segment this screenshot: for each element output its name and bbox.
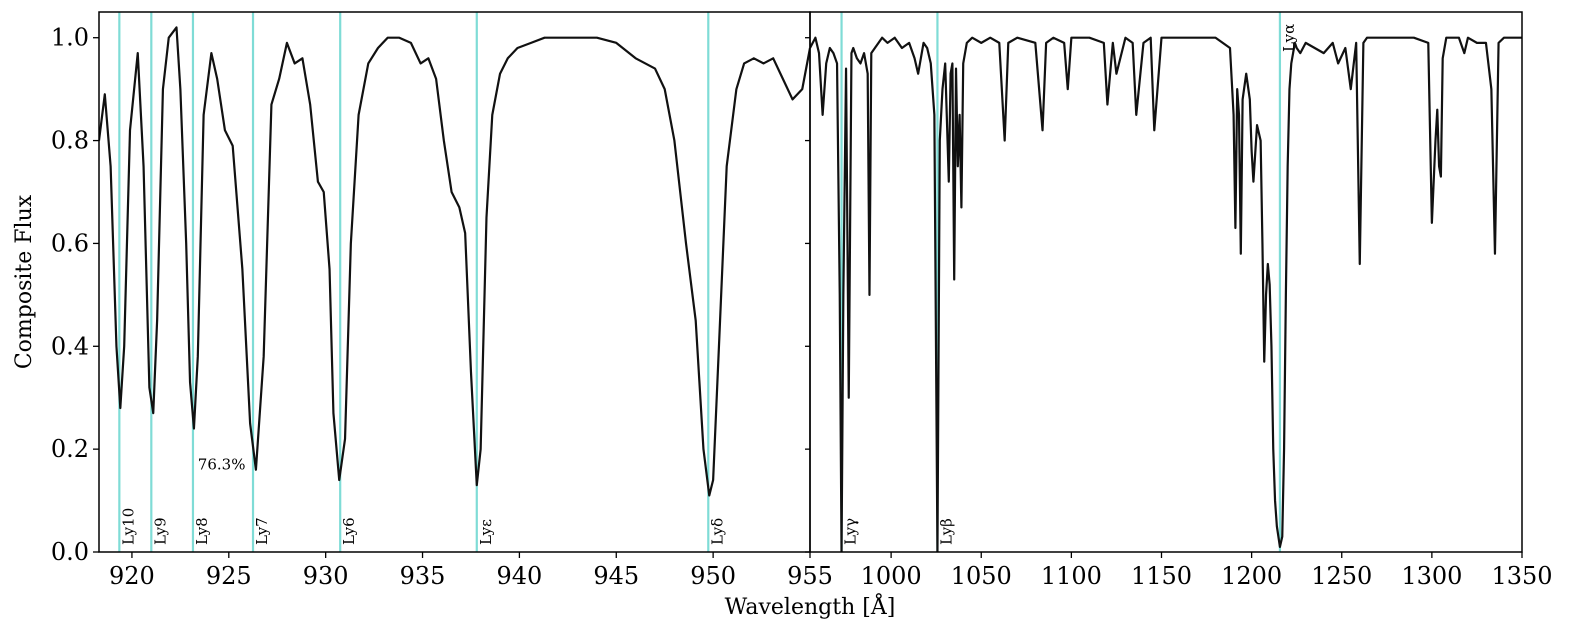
right-xtick-label-2: 1050 [951,562,1012,590]
left-xtick-label-4: 940 [496,562,542,590]
right-xtick-label-6: 1250 [1311,562,1372,590]
annotation-percent: 76.3% [198,456,246,474]
left-spectrum-line-0 [99,26,810,497]
y-axis-label: Composite Flux [12,194,37,369]
right-spectrum-line-0 [810,36,1522,552]
right-xtick-label-4: 1150 [1131,562,1192,590]
left-xtick-label-2: 930 [303,562,349,590]
left-marker-label-2: Ly8 [193,517,211,545]
right-marker-label-1: Lyβ [937,518,955,545]
ytick-label-0: 0.0 [51,538,89,566]
ytick-label-2: 0.4 [51,332,89,360]
ytick-label-5: 1.0 [51,24,89,52]
left-xtick-label-0: 920 [109,562,155,590]
right-xtick-label-8: 1350 [1491,562,1552,590]
right-xtick-label-0: 955 [787,562,833,590]
left-marker-label-5: Lyε [477,519,495,545]
right-xtick-label-3: 1100 [1041,562,1102,590]
left-xtick-label-1: 925 [206,562,252,590]
ytick-label-1: 0.2 [51,435,89,463]
right-xtick-label-5: 1200 [1221,562,1282,590]
left-xtick-label-6: 950 [690,562,736,590]
left-marker-label-4: Ly6 [340,517,358,545]
left-xtick-label-5: 945 [593,562,639,590]
right-panel: Lyγ Lyβ Lyα 955 1000 1050 1100 1150 1200 1250 1300… [787,11,1553,590]
ytick-label-3: 0.6 [51,229,89,257]
x-axis-label: Wavelength [Å] [725,592,896,620]
y-axis: 0.0 0.2 0.4 0.6 0.8 1.0 [51,24,99,566]
right-xtick-label-1: 1000 [861,562,922,590]
right-marker-label-2: Lyα [1280,24,1298,52]
left-marker-label-1: Ly9 [151,517,169,545]
right-xtick-label-7: 1300 [1401,562,1462,590]
left-marker-label-6: Lyδ [708,518,726,545]
right-frame [809,11,1523,553]
right-marker-label-0: Lyγ [842,518,860,545]
left-marker-label-3: Ly7 [253,517,271,545]
left-panel: Ly10 Ly9 Ly8 Ly7 Ly6 Lyε Lyδ 920 925 930 935 940 945… [98,11,811,590]
left-xtick-label-3: 935 [400,562,446,590]
ytick-label-4: 0.8 [51,127,89,155]
left-marker-label-0: Ly10 [119,508,137,545]
